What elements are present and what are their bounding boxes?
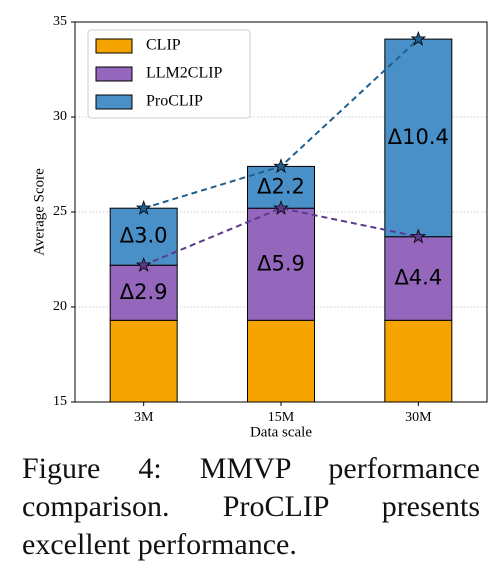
legend-swatch <box>95 38 133 54</box>
bar-segment <box>109 264 178 321</box>
value-label: Δ4.4 <box>394 266 442 290</box>
bar-segment <box>247 207 315 321</box>
star-marker <box>135 256 152 272</box>
value-label: Δ10.4 <box>388 125 449 149</box>
y-tick-label: 35 <box>53 14 67 29</box>
value-label: Δ2.9 <box>120 280 168 304</box>
legend-swatch <box>95 94 133 110</box>
legend-label: ProCLIP <box>146 93 203 110</box>
caption: Figure 4: MMVP performance comparison. P… <box>22 452 480 561</box>
bar-segment <box>384 38 453 238</box>
x-tick-label: 30M <box>405 410 432 425</box>
legend: CLIP LLM2CLIP ProCLIP <box>87 29 251 119</box>
x-tick-label: 15M <box>268 410 295 425</box>
y-tick-label: 15 <box>53 394 67 409</box>
x-tick-label: 3M <box>134 410 154 425</box>
legend-label: CLIP <box>146 37 181 54</box>
legend-swatch <box>95 66 133 82</box>
star-marker <box>273 199 289 215</box>
page: Average Score Data scale 15 20 25 30 35 3M Δ2.… <box>22 14 488 561</box>
star-marker <box>135 199 152 215</box>
value-label: Δ2.2 <box>257 174 305 198</box>
y-tick-label: 30 <box>53 109 67 124</box>
y-tick-label: 25 <box>53 204 67 219</box>
trend-line <box>143 207 419 267</box>
value-label: Δ5.9 <box>257 251 305 275</box>
chart: Average Score Data scale 15 20 25 30 35 3M Δ2.… <box>31 14 488 440</box>
y-axis-label: Average Score <box>31 168 47 256</box>
bar-segment <box>109 319 178 403</box>
x-axis-label: Data scale <box>250 424 312 440</box>
bar-segment <box>247 319 315 403</box>
y-tick-label: 20 <box>53 299 67 314</box>
star-marker <box>273 158 289 174</box>
value-label: Δ3.0 <box>120 224 168 248</box>
bar-segment <box>384 319 453 403</box>
plot-frame <box>74 21 488 403</box>
star-marker <box>410 228 427 244</box>
bar-segment <box>384 236 453 321</box>
star-marker <box>410 30 427 46</box>
legend-label: LLM2CLIP <box>146 65 223 82</box>
